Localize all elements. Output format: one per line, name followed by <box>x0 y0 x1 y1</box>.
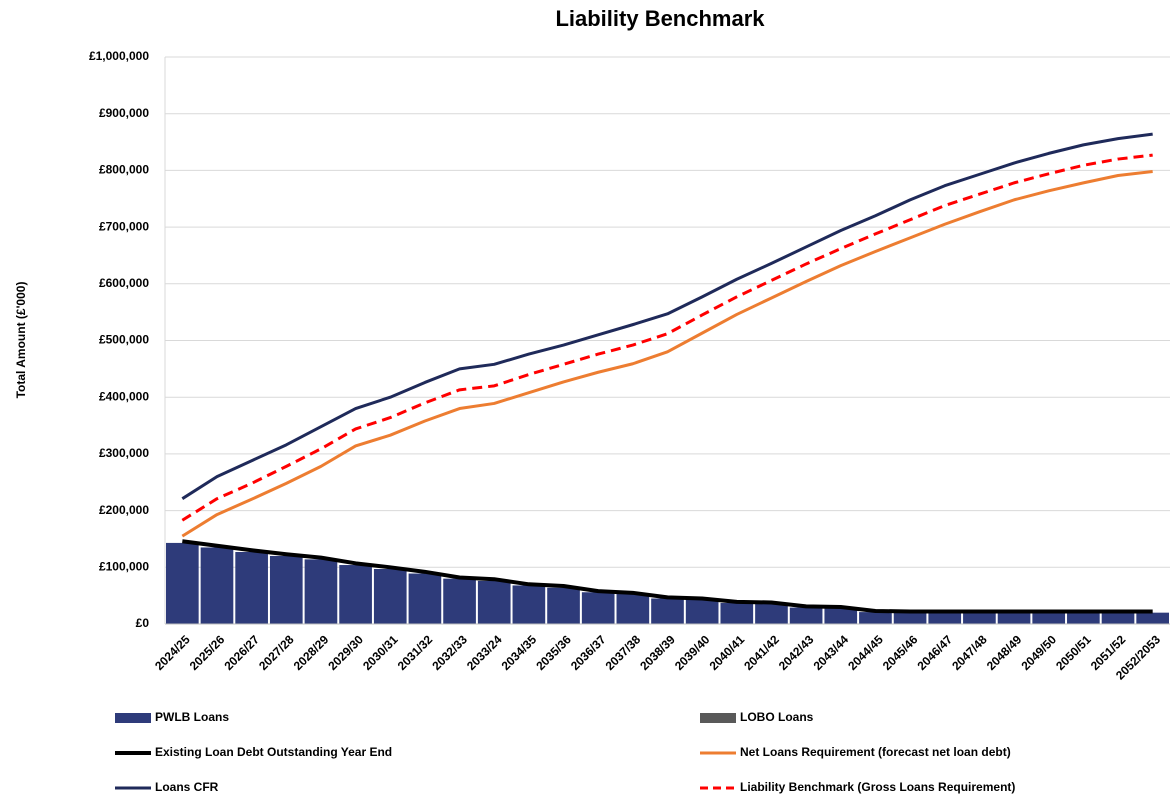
bar <box>1032 612 1066 624</box>
bar <box>928 612 962 624</box>
legend-label: Existing Loan Debt Outstanding Year End <box>155 745 392 759</box>
x-tick-label: 2049/50 <box>1018 632 1059 673</box>
x-tick-label: 2047/48 <box>949 632 990 673</box>
x-tick-label: 2031/32 <box>395 632 436 673</box>
y-tick-label: £1,000,000 <box>89 49 149 63</box>
x-tick-label: 2024/25 <box>152 632 193 673</box>
bar <box>200 547 234 624</box>
bar <box>685 599 719 624</box>
bar <box>963 612 996 624</box>
x-tick-label: 2030/31 <box>360 632 401 673</box>
bar <box>893 612 927 624</box>
bar <box>408 573 442 624</box>
y-tick-label: £900,000 <box>99 106 149 120</box>
bar <box>477 580 511 624</box>
y-tick-label: £400,000 <box>99 389 149 403</box>
legend-label: Liability Benchmark (Gross Loans Require… <box>740 780 1015 794</box>
bar <box>859 612 892 624</box>
y-tick-label: £600,000 <box>99 276 149 290</box>
x-tick-label: 2033/24 <box>464 632 505 673</box>
bar <box>1067 612 1100 624</box>
bar <box>512 585 546 624</box>
bar <box>824 608 858 624</box>
chart-title: Liability Benchmark <box>555 6 765 31</box>
bar <box>339 565 372 624</box>
bar <box>269 555 303 624</box>
x-tick-label: 2048/49 <box>984 632 1025 673</box>
y-tick-label: £700,000 <box>99 219 149 233</box>
y-axis-label: Total Amount (£'000) <box>14 282 28 399</box>
legend-label: LOBO Loans <box>740 710 814 724</box>
legend-swatch <box>115 713 151 723</box>
y-tick-label: £0 <box>136 616 150 630</box>
x-tick-label: 2034/35 <box>499 632 540 673</box>
bar <box>755 603 788 624</box>
bar <box>304 559 338 624</box>
bar <box>166 542 199 624</box>
x-tick-label: 2042/43 <box>776 632 817 673</box>
line-series <box>182 539 1153 614</box>
x-tick-label: 2040/41 <box>707 632 748 673</box>
line-series <box>181 132 1153 500</box>
bar <box>789 607 823 624</box>
legend-swatch <box>700 713 736 723</box>
x-tick-label: 2029/30 <box>325 632 366 673</box>
x-tick-label: 2035/36 <box>533 632 574 673</box>
bar <box>373 569 407 624</box>
x-tick-label: 2043/44 <box>811 632 852 673</box>
x-tick-label: 2044/45 <box>845 632 886 673</box>
legend-label: Net Loans Requirement (forecast net loan… <box>740 745 1011 759</box>
bar <box>651 598 684 624</box>
x-tick-label: 2041/42 <box>741 632 782 673</box>
bar <box>1101 612 1135 624</box>
bar <box>616 593 650 624</box>
x-tick-label: 2045/46 <box>880 632 921 673</box>
bar <box>547 587 580 624</box>
bar <box>997 612 1031 624</box>
x-tick-label: 2039/40 <box>672 632 713 673</box>
bar <box>1136 612 1169 624</box>
y-tick-label: £800,000 <box>99 163 149 177</box>
x-tick-label: 2037/38 <box>603 632 644 673</box>
legend-label: PWLB Loans <box>155 710 229 724</box>
y-tick-label: £100,000 <box>99 559 149 573</box>
x-tick-label: 2032/33 <box>429 632 470 673</box>
x-tick-label: 2026/27 <box>221 632 262 673</box>
bar <box>581 592 615 624</box>
y-tick-label: £500,000 <box>99 333 149 347</box>
x-tick-label: 2050/51 <box>1053 632 1094 673</box>
line-series <box>181 170 1153 538</box>
x-tick-label: 2025/26 <box>187 632 228 673</box>
x-tick-label: 2027/28 <box>256 632 297 673</box>
x-tick-label: 2038/39 <box>637 632 678 673</box>
line-series <box>181 153 1153 522</box>
x-tick-label: 2046/47 <box>915 632 956 673</box>
y-tick-label: £300,000 <box>99 446 149 460</box>
x-tick-label: 2036/37 <box>568 632 609 673</box>
legend-label: Loans CFR <box>155 780 219 794</box>
bar <box>720 603 754 624</box>
x-tick-label: 2028/29 <box>291 632 332 673</box>
y-tick-label: £200,000 <box>99 503 149 517</box>
bar <box>443 578 476 624</box>
bar <box>235 551 268 624</box>
